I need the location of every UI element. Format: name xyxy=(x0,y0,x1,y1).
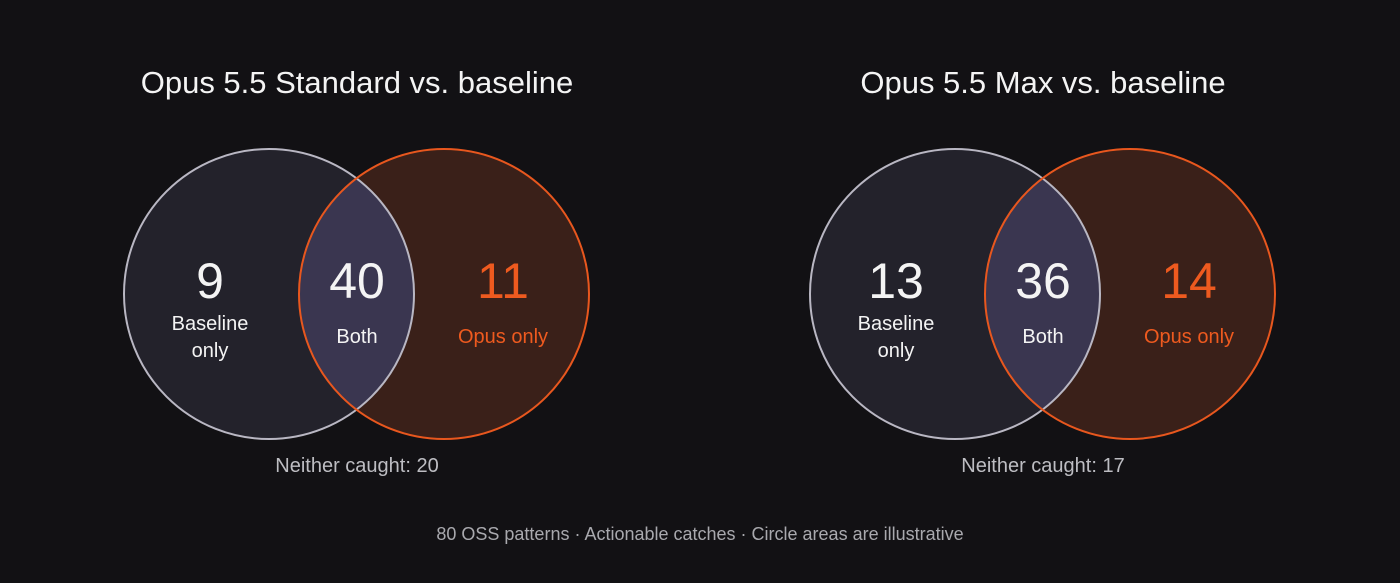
both-count: 36 xyxy=(1015,253,1071,309)
baseline-only-label-line2: only xyxy=(192,340,229,362)
opus-only-label: Opus only xyxy=(458,326,548,348)
overlap-region xyxy=(299,149,414,439)
both-count: 40 xyxy=(329,253,385,309)
footnote: 80 OSS patterns · Actionable catches · C… xyxy=(436,524,963,544)
opus-only-count: 14 xyxy=(1161,253,1217,309)
neither-caught-text: Neither caught: 20 xyxy=(275,455,438,477)
venn-panel-standard: Opus 5.5 Standard vs. baseline 9 Baselin… xyxy=(123,65,590,477)
overlap-region xyxy=(985,149,1100,439)
baseline-only-count: 13 xyxy=(868,253,924,309)
baseline-only-label-line2: only xyxy=(878,340,915,362)
panel-title: Opus 5.5 Standard vs. baseline xyxy=(141,65,574,100)
neither-caught-text: Neither caught: 17 xyxy=(961,455,1124,477)
opus-only-label: Opus only xyxy=(1144,326,1234,348)
baseline-circle-outline xyxy=(809,148,1101,440)
opus-circle-outline xyxy=(984,148,1276,440)
opus-circle-outline xyxy=(298,148,590,440)
panel-title: Opus 5.5 Max vs. baseline xyxy=(860,65,1225,100)
baseline-only-count: 9 xyxy=(196,253,224,309)
baseline-only-label: Baseline xyxy=(172,313,249,335)
baseline-only-label: Baseline xyxy=(858,313,935,335)
baseline-circle-outline xyxy=(123,148,415,440)
venn-panel-max: Opus 5.5 Max vs. baseline 13 Baseline on… xyxy=(809,65,1276,477)
both-label: Both xyxy=(1022,326,1063,348)
both-label: Both xyxy=(336,326,377,348)
opus-only-count: 11 xyxy=(477,253,529,309)
